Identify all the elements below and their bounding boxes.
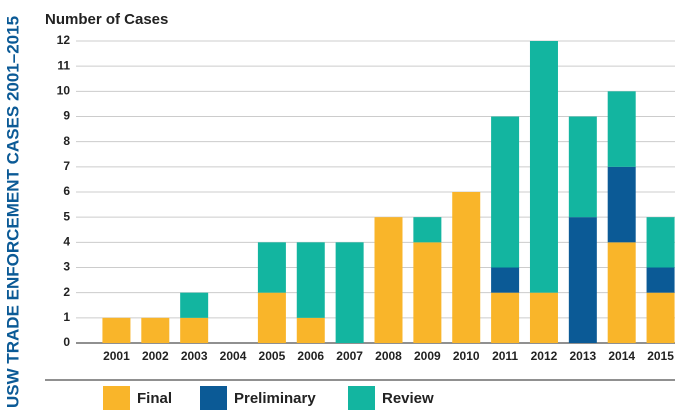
- x-tick-label: 2014: [608, 349, 635, 363]
- bar-segment: [102, 317, 131, 343]
- x-tick-label: 2013: [569, 349, 596, 363]
- bar-segment: [452, 192, 481, 343]
- y-tick-label: 8: [63, 134, 70, 148]
- x-tick-label: 2008: [375, 349, 402, 363]
- bar-segment: [180, 317, 209, 343]
- y-tick-label: 12: [57, 33, 71, 47]
- bar-segment: [491, 267, 520, 293]
- bar-segment: [257, 292, 286, 343]
- legend-swatch: [103, 386, 130, 410]
- y-tick-label: 1: [63, 310, 70, 324]
- x-tick-label: 2006: [297, 349, 324, 363]
- legend-label: Final: [137, 390, 172, 407]
- y-tick-label: 9: [63, 109, 70, 123]
- x-tick-label: 2005: [259, 349, 286, 363]
- bar-segment: [413, 242, 442, 343]
- x-tick-label: 2010: [453, 349, 480, 363]
- bar-segment: [491, 116, 520, 268]
- x-tick-label: 2004: [220, 349, 247, 363]
- bar-segment: [296, 317, 325, 343]
- x-tick-label: 2009: [414, 349, 441, 363]
- bar-segment: [568, 217, 597, 343]
- bar-segment: [413, 217, 442, 243]
- bar-segment: [335, 242, 364, 343]
- x-tick-label: 2003: [181, 349, 208, 363]
- bar-segment: [257, 242, 286, 293]
- bar-segment: [491, 292, 520, 343]
- y-tick-label: 6: [63, 184, 70, 198]
- bar-segment: [296, 242, 325, 318]
- y-tick-label: 10: [57, 84, 71, 98]
- y-tick-label: 2: [63, 285, 70, 299]
- x-tick-label: 2011: [492, 349, 518, 363]
- legend-label: Review: [382, 390, 434, 407]
- y-tick-label: 11: [57, 58, 70, 72]
- bar-segment: [607, 242, 636, 343]
- y-tick-label: 5: [63, 209, 70, 223]
- bar-segment: [529, 292, 558, 343]
- bar-segment: [646, 217, 675, 268]
- bar-segment: [646, 292, 675, 343]
- legend-swatch: [348, 386, 375, 410]
- x-tick-label: 2001: [103, 349, 130, 363]
- bar-segment: [180, 292, 209, 318]
- y-axis-label: Number of Cases: [45, 11, 168, 28]
- legend-label: Preliminary: [234, 390, 316, 407]
- bar-segment: [141, 317, 170, 343]
- y-tick-label: 0: [63, 335, 70, 349]
- y-tick-label: 3: [63, 260, 70, 274]
- bar-segment: [607, 91, 636, 167]
- bar-segment: [646, 267, 675, 293]
- y-tick-label: 4: [63, 235, 70, 249]
- bar-segment: [568, 116, 597, 218]
- bar-segment: [529, 41, 558, 293]
- bar-segment: [607, 166, 636, 243]
- chart-title: USW TRADE ENFORCEMENT CASES 2001–2015: [3, 16, 22, 408]
- x-tick-label: 2007: [336, 349, 363, 363]
- y-tick-label: 7: [63, 159, 70, 173]
- bar-segment: [374, 217, 403, 343]
- x-tick-label: 2012: [531, 349, 558, 363]
- x-tick-label: 2002: [142, 349, 169, 363]
- x-tick-label: 2015: [647, 349, 674, 363]
- legend-swatch: [200, 386, 227, 410]
